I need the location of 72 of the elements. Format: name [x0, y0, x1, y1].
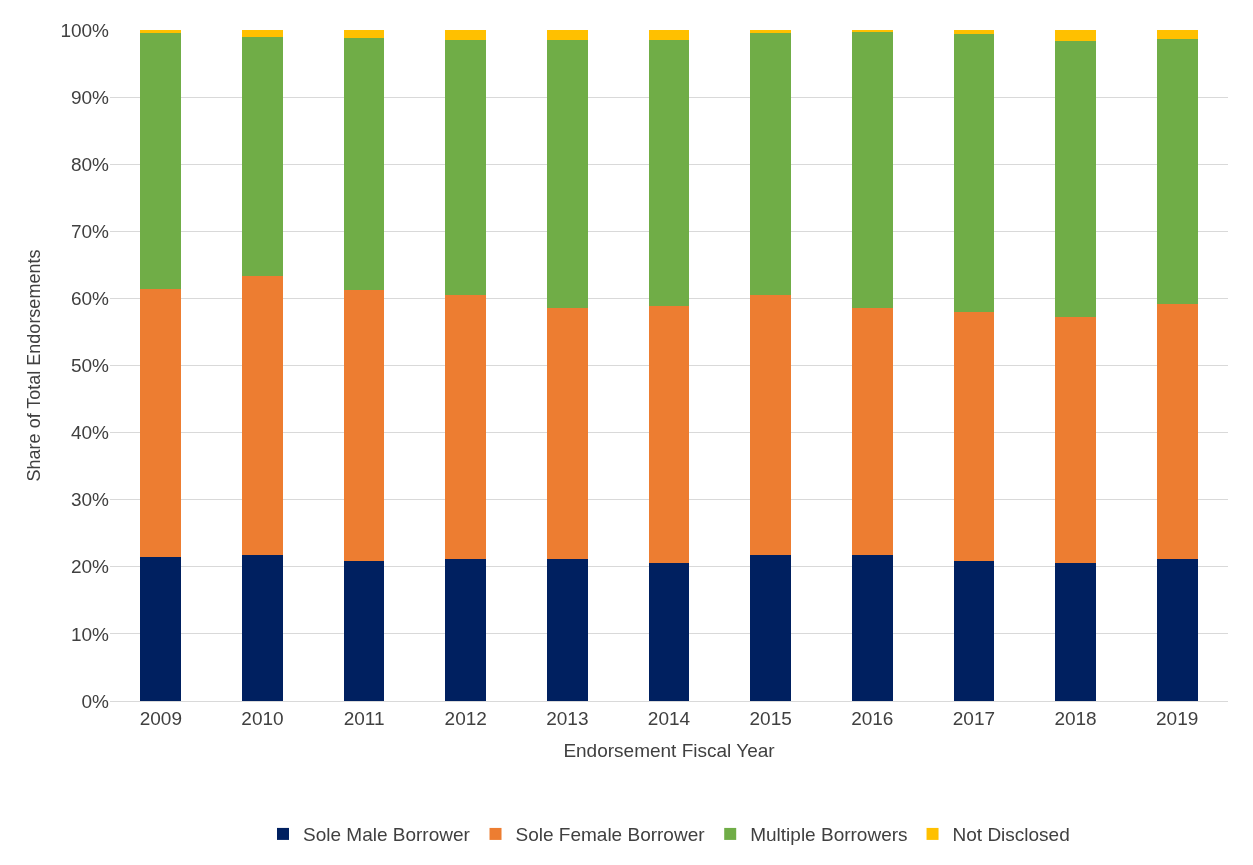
bar — [953, 30, 995, 35]
x-tick-label: 2018 — [1054, 707, 1097, 729]
x-tick-label: 2012 — [444, 707, 487, 729]
bar — [242, 30, 283, 38]
y-tick-label: 0% — [81, 690, 110, 712]
bar — [851, 30, 893, 33]
x-tick-label: 2011 — [343, 707, 385, 729]
y-tick-label: 20% — [70, 556, 110, 578]
bar — [953, 311, 995, 561]
bar — [140, 30, 182, 34]
legend-label: Sole Male Borrower — [303, 824, 471, 846]
bar — [1156, 559, 1198, 701]
legend-label: Multiple Borrowers — [750, 824, 908, 846]
bar — [1055, 41, 1096, 317]
legend-label: Sole Female Borrower — [515, 824, 706, 846]
bar — [242, 37, 283, 277]
bar — [1055, 316, 1096, 563]
bar — [547, 30, 588, 41]
bar — [547, 559, 588, 701]
bar — [648, 563, 690, 701]
bar — [1156, 30, 1198, 40]
bar — [851, 308, 893, 556]
y-tick-label: 80% — [70, 153, 110, 175]
bar — [242, 555, 283, 701]
x-tick-label: 2010 — [241, 707, 284, 729]
bar — [1156, 39, 1198, 304]
bar — [140, 289, 182, 558]
bar — [851, 555, 893, 701]
bar — [445, 558, 487, 701]
bar — [953, 34, 995, 312]
x-tick-label: 2017 — [952, 707, 996, 729]
bar — [242, 276, 283, 556]
bar — [648, 30, 690, 41]
legend-label: Not Disclosed — [952, 824, 1070, 846]
bar — [445, 30, 487, 41]
x-tick-label: 2015 — [749, 707, 792, 729]
y-tick-label: 50% — [70, 355, 110, 377]
bar — [343, 560, 385, 701]
bar — [445, 295, 487, 559]
bar — [750, 33, 791, 296]
y-tick-label: 90% — [70, 86, 110, 108]
bar — [547, 308, 588, 560]
y-tick-label: 60% — [70, 288, 110, 310]
x-tick-label: 2019 — [1156, 707, 1199, 729]
bar — [953, 560, 995, 701]
y-tick-label: 30% — [70, 489, 110, 511]
bar — [1156, 303, 1198, 560]
bar — [343, 38, 385, 291]
x-axis-title: Endorsement Fiscal Year — [563, 739, 776, 761]
bar — [750, 554, 791, 701]
bar — [1055, 562, 1096, 701]
y-axis-title: Share of Total Endorsements — [23, 249, 44, 482]
bar — [140, 33, 182, 290]
bar — [648, 40, 690, 306]
bar — [750, 30, 791, 34]
bar — [445, 40, 487, 296]
y-tick-label: 40% — [70, 422, 110, 444]
bar — [547, 40, 588, 309]
bar — [343, 290, 385, 561]
bar — [343, 30, 385, 39]
x-tick-label: 2013 — [546, 707, 589, 729]
bar — [851, 32, 893, 309]
x-tick-label: 2009 — [139, 707, 182, 729]
x-tick-label: 2014 — [647, 707, 691, 729]
y-tick-label: 100% — [60, 19, 110, 41]
bar — [750, 295, 791, 555]
bar — [648, 305, 690, 564]
bar — [140, 557, 182, 701]
bar — [1055, 30, 1096, 42]
y-tick-label: 10% — [70, 623, 110, 645]
y-tick-label: 70% — [70, 220, 110, 242]
x-tick-label: 2016 — [851, 707, 894, 729]
